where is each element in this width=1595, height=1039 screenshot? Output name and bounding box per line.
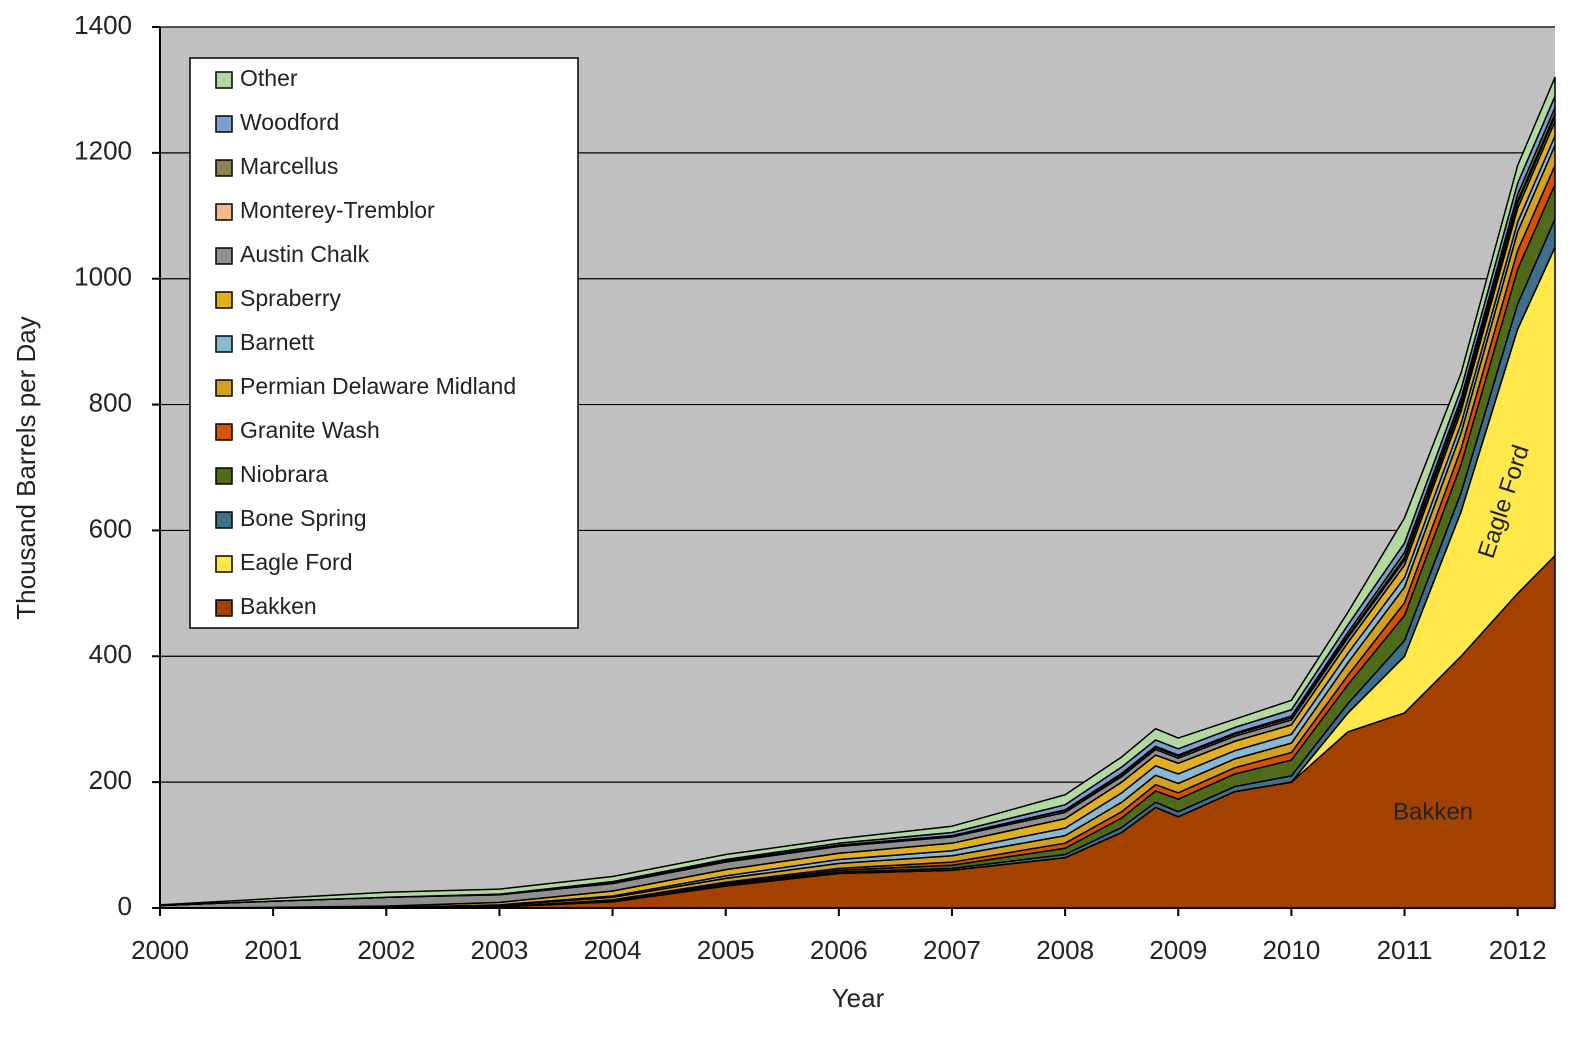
legend-swatch — [215, 423, 233, 441]
legend-label: Marcellus — [240, 153, 338, 179]
legend-swatch — [215, 203, 233, 221]
y-tick-label: 600 — [89, 513, 132, 543]
legend-label: Monterey-Tremblor — [240, 197, 435, 223]
x-axis-label: Year — [832, 983, 885, 1013]
x-tick-label: 2000 — [131, 935, 189, 965]
x-tick-label: 2011 — [1377, 935, 1433, 965]
y-tick-label: 1200 — [74, 136, 132, 166]
x-tick-label: 2001 — [244, 935, 302, 965]
legend-swatch — [215, 247, 233, 265]
legend-swatch — [215, 159, 233, 177]
legend-swatch — [215, 599, 233, 617]
legend-label: Other — [240, 65, 298, 91]
legend-swatch — [215, 379, 233, 397]
legend-label: Woodford — [240, 109, 339, 135]
y-tick-label: 0 — [118, 891, 132, 921]
legend-label: Granite Wash — [240, 417, 380, 443]
x-tick-label: 2010 — [1262, 935, 1320, 965]
legend-swatch — [215, 291, 233, 309]
x-tick-label: 2004 — [584, 935, 642, 965]
legend-swatch — [215, 335, 233, 353]
legend-swatch — [215, 511, 233, 529]
legend-swatch — [215, 71, 233, 89]
x-tick-label: 2005 — [697, 935, 755, 965]
x-tick-label: 2002 — [357, 935, 415, 965]
y-tick-label: 800 — [89, 387, 132, 417]
y-axis-label: Thousand Barrels per Day — [11, 316, 41, 619]
legend-label: Permian Delaware Midland — [240, 373, 516, 399]
x-tick-label: 2007 — [923, 935, 981, 965]
legend-label: Niobrara — [240, 461, 328, 487]
x-tick-label: 2006 — [810, 935, 868, 965]
x-tick-label: 2003 — [470, 935, 528, 965]
legend-label: Bone Spring — [240, 505, 367, 531]
y-tick-label: 200 — [89, 765, 132, 795]
legend-label: Eagle Ford — [240, 549, 353, 575]
annotation: Bakken — [1393, 798, 1473, 825]
y-tick-label: 1000 — [74, 262, 132, 292]
x-tick-label: 2009 — [1149, 935, 1207, 965]
legend-label: Spraberry — [240, 285, 341, 311]
y-tick-label: 1400 — [74, 10, 132, 40]
legend-swatch — [215, 467, 233, 485]
legend-box — [189, 57, 579, 629]
legend-swatch — [215, 115, 233, 133]
y-tick-label: 400 — [89, 639, 132, 669]
x-tick-label: 2008 — [1036, 935, 1094, 965]
area — [159, 76, 1556, 907]
legend-swatch — [215, 555, 233, 573]
x-tick-label: 2012 — [1489, 935, 1547, 965]
legend-label: Austin Chalk — [240, 241, 370, 267]
legend-label: Barnett — [240, 329, 315, 355]
legend-label: Bakken — [240, 593, 317, 619]
